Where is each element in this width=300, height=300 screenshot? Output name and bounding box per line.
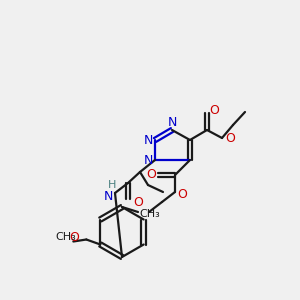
Text: CH₃: CH₃ bbox=[140, 209, 160, 219]
Text: O: O bbox=[177, 188, 187, 202]
Text: N: N bbox=[167, 116, 177, 130]
Text: N: N bbox=[143, 154, 153, 166]
Text: O: O bbox=[133, 196, 143, 209]
Text: H: H bbox=[108, 180, 116, 190]
Text: O: O bbox=[225, 131, 235, 145]
Text: N: N bbox=[143, 134, 153, 146]
Text: CH₃: CH₃ bbox=[55, 232, 76, 242]
Text: O: O bbox=[209, 103, 219, 116]
Text: O: O bbox=[146, 169, 156, 182]
Text: O: O bbox=[69, 231, 79, 244]
Text: N: N bbox=[103, 190, 113, 202]
